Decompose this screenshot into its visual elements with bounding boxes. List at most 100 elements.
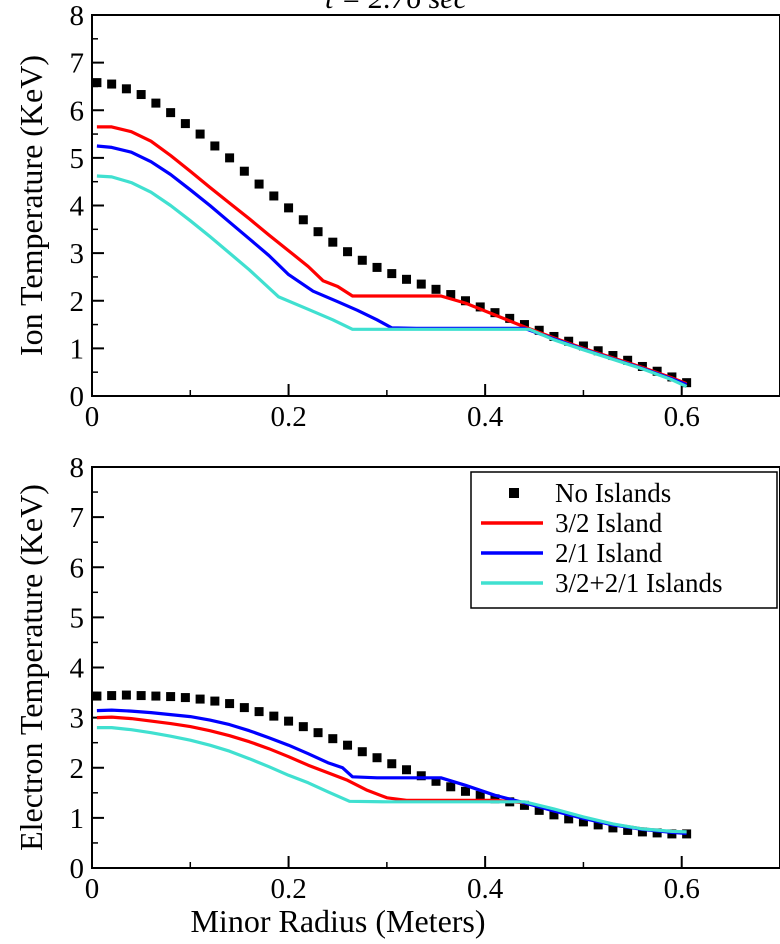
y-tick-label: 8 [70, 452, 85, 484]
data-point [431, 776, 441, 786]
legend-label: 3/2+2/1 Islands [555, 568, 722, 598]
data-point [343, 740, 353, 750]
electron-temperature-panel: 0 1 2 3 4 5 6 7 8 0 0.2 0.4 0.6 Electron Temperature … [13, 452, 780, 939]
data-point [446, 290, 456, 300]
data-point [210, 696, 220, 706]
data-point [519, 320, 529, 330]
data-point [593, 346, 603, 356]
x-tick-label: 0 [85, 401, 100, 433]
data-point [107, 691, 117, 701]
data-point [652, 828, 662, 838]
legend-label: No Islands [555, 478, 671, 508]
y-tick-label: 6 [70, 552, 85, 584]
data-point [225, 153, 235, 163]
data-point [254, 707, 264, 717]
data-point [416, 771, 426, 781]
data-point [608, 351, 618, 361]
data-point [475, 790, 485, 800]
data-point [623, 825, 633, 835]
data-point [269, 191, 279, 201]
data-point [121, 690, 131, 700]
data-point [313, 227, 323, 237]
data-point [402, 765, 412, 775]
data-point [298, 215, 308, 225]
ion-temperature-panel: 0 1 2 3 4 5 6 7 8 0 0.2 0.4 0.6 Ion Temperature (KeV)… [13, 0, 780, 433]
data-point [357, 747, 367, 757]
data-point [180, 693, 190, 703]
series-no-islands [92, 690, 692, 839]
y-tick-label: 1 [70, 803, 85, 835]
x-tick-label: 0.6 [664, 873, 700, 905]
data-point [180, 119, 190, 129]
y-tick-label: 3 [70, 703, 85, 735]
data-point [564, 336, 574, 346]
data-point [195, 694, 205, 704]
y-tick-label: 1 [70, 333, 85, 365]
data-point [357, 255, 367, 265]
data-point [534, 805, 544, 815]
data-point [637, 827, 647, 837]
legend-label: 2/1 Island [555, 538, 663, 568]
y-tick-label: 0 [70, 853, 85, 885]
data-point [225, 699, 235, 709]
data-point [239, 166, 249, 176]
data-point [284, 203, 294, 213]
data-point [343, 247, 353, 257]
data-point [446, 782, 456, 792]
data-point [328, 237, 338, 247]
data-point [460, 296, 470, 306]
y-tick-label: 3 [70, 238, 85, 270]
legend-label: 3/2 Island [555, 508, 663, 538]
y-tick-label: 2 [70, 286, 85, 318]
x-axis-title: Minor Radius (Meters) [190, 903, 485, 939]
x-tick-label: 0.4 [467, 873, 504, 905]
data-point [387, 269, 397, 279]
data-point [121, 84, 131, 94]
data-point [431, 284, 441, 294]
data-point [151, 691, 161, 701]
data-point [505, 313, 515, 323]
data-point [534, 325, 544, 335]
data-point [372, 262, 382, 272]
data-point [475, 302, 485, 312]
data-point [239, 703, 249, 713]
y-tick-label: 7 [70, 502, 85, 534]
data-point [136, 90, 146, 100]
data-point [519, 800, 529, 810]
data-point [372, 753, 382, 763]
series-line-2-1-island [96, 708, 687, 835]
data-point [578, 341, 588, 351]
data-point [387, 759, 397, 769]
series-line-3-2-island [96, 715, 687, 835]
data-point [136, 691, 146, 701]
data-point [402, 274, 412, 284]
data-point [92, 691, 102, 701]
x-tick-label: 0.6 [664, 401, 700, 433]
chart-title: t = 2.76 sec [325, 0, 467, 15]
legend-marker [509, 488, 519, 498]
data-point [151, 98, 161, 108]
series-line-3-2-2-1-islands [96, 725, 687, 834]
legend-box [470, 471, 778, 609]
x-tick-label: 0.2 [270, 401, 306, 433]
y-tick-label: 4 [70, 191, 85, 223]
data-point [623, 355, 633, 365]
y-axis-title: Electron Temperature (KeV) [13, 484, 49, 851]
y-axis-title: Ion Temperature (KeV) [13, 55, 49, 356]
data-point [107, 79, 117, 89]
x-tick-label: 0.4 [467, 401, 504, 433]
y-tick-label: 8 [70, 0, 85, 32]
data-point [578, 817, 588, 827]
x-tick-label: 0.2 [270, 873, 306, 905]
y-tick-label: 5 [70, 143, 85, 175]
data-point [210, 141, 220, 151]
y-tick-label: 7 [70, 48, 85, 80]
data-point [254, 179, 264, 189]
data-point [328, 734, 338, 744]
y-tick-label: 4 [70, 653, 85, 685]
data-point [608, 823, 618, 833]
data-point [313, 728, 323, 738]
series-line-3-2-2-1-islands [96, 174, 688, 388]
data-point [549, 810, 559, 820]
